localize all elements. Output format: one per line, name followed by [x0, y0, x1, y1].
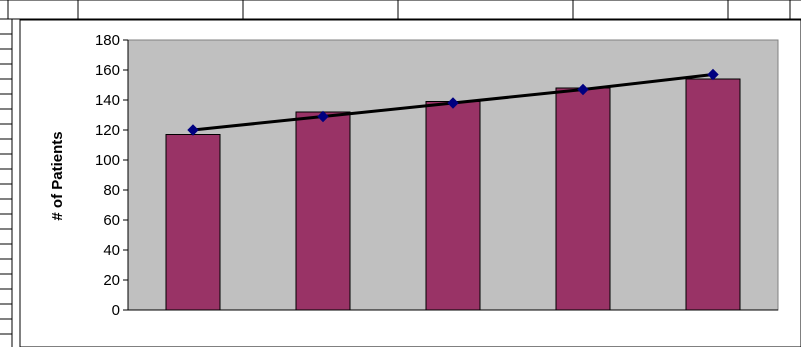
- trend-point: [187, 124, 199, 136]
- y-tick-label: 40: [103, 242, 120, 259]
- y-tick-label: 160: [95, 62, 120, 79]
- trend-point: [317, 110, 329, 123]
- y-tick-label: 0: [112, 302, 120, 319]
- bar: [295, 111, 351, 311]
- y-tick-label: 20: [103, 272, 120, 289]
- bar: [555, 87, 611, 311]
- y-tick-label: 180: [95, 32, 120, 49]
- trend-point: [447, 97, 459, 109]
- trend-series: [187, 68, 719, 136]
- y-tick-label: 80: [103, 182, 120, 199]
- trend-point: [707, 68, 719, 81]
- bar: [165, 134, 221, 311]
- y-tick-label: 100: [95, 152, 120, 169]
- y-axis-title: # of Patients: [49, 131, 66, 220]
- bar: [685, 78, 741, 311]
- bar: [425, 101, 481, 311]
- y-tick-label: 60: [103, 212, 120, 229]
- trend-point: [577, 83, 589, 96]
- y-tick-label: 120: [95, 122, 120, 139]
- y-tick-label: 140: [95, 92, 120, 109]
